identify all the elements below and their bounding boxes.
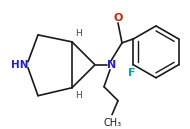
Text: N: N <box>107 60 117 70</box>
Text: CH₃: CH₃ <box>104 118 122 128</box>
Text: HN: HN <box>11 60 29 70</box>
Text: F: F <box>128 68 135 78</box>
Text: H: H <box>75 29 81 38</box>
Text: O: O <box>113 13 123 23</box>
Text: H: H <box>75 91 81 100</box>
